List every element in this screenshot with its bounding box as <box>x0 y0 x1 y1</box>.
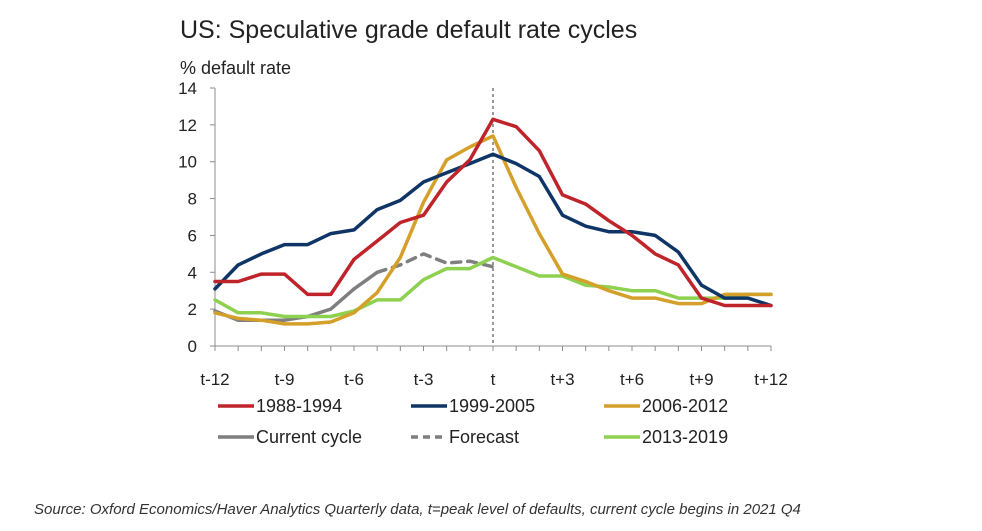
x-tick-label: t-3 <box>414 370 434 389</box>
series-lines <box>213 117 773 326</box>
x-tick-label: t-12 <box>200 370 229 389</box>
x-tick-label: t <box>491 370 496 389</box>
x-tick-label: t-6 <box>344 370 364 389</box>
legend-label-forecast: Forecast <box>449 427 519 447</box>
source-note: Source: Oxford Economics/Haver Analytics… <box>34 501 801 518</box>
y-tick-label: 8 <box>188 190 197 209</box>
y-axis-label: % default rate <box>180 58 291 78</box>
y-tick-label: 12 <box>178 116 197 135</box>
y-tick-label: 10 <box>178 153 197 172</box>
y-tick-label: 4 <box>188 263 197 282</box>
chart-title: US: Speculative grade default rate cycle… <box>180 16 637 44</box>
legend-label-2013-2019: 2013-2019 <box>642 427 728 447</box>
legend-label-1999-2005: 1999-2005 <box>449 396 535 416</box>
y-tick-label: 0 <box>188 337 197 356</box>
x-axis-ticks: t-12 t-9 t-6 t-3 t t+3 t+6 t+9 t+12 <box>200 346 788 389</box>
y-tick-label: 6 <box>188 226 197 245</box>
series-line-2006-2012 <box>213 134 773 326</box>
x-tick-label: t+9 <box>689 370 713 389</box>
x-tick-label: t+6 <box>620 370 644 389</box>
series-line-2013-2019 <box>213 255 773 319</box>
series-line-1999-2005 <box>213 152 773 308</box>
x-tick-label: t+3 <box>550 370 574 389</box>
x-tick-label: t+12 <box>754 370 788 389</box>
legend: 1988-1994 1999-2005 2006-2012 Current cycle… <box>218 396 728 447</box>
y-tick-label: 2 <box>188 300 197 319</box>
legend-label-1988-1994: 1988-1994 <box>256 396 342 416</box>
x-tick-label: t-9 <box>275 370 295 389</box>
legend-label-2006-2012: 2006-2012 <box>642 396 728 416</box>
y-tick-label: 14 <box>178 79 197 98</box>
series-line-1988-1994 <box>213 117 773 308</box>
legend-label-current-cycle: Current cycle <box>256 427 362 447</box>
y-axis-ticks: 0 2 4 6 8 10 12 14 <box>178 79 215 356</box>
